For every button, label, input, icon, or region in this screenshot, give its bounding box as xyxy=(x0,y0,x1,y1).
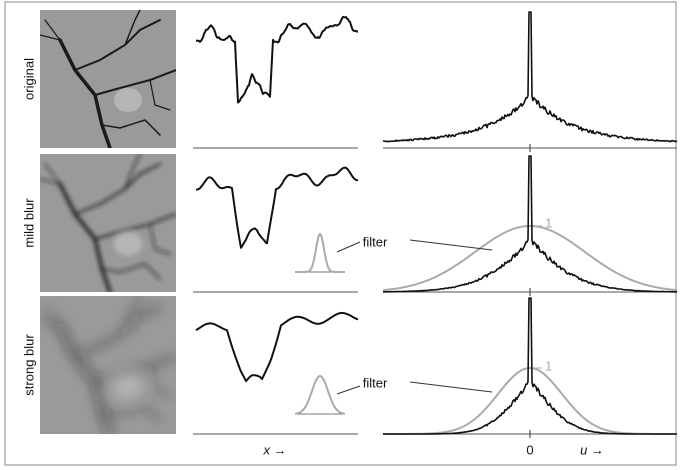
branch xyxy=(149,79,171,111)
branch xyxy=(40,19,62,41)
filter-label: filter xyxy=(363,234,388,249)
image xyxy=(40,296,176,434)
spectrum xyxy=(383,155,677,293)
row-label: original xyxy=(21,58,36,100)
inset-filter xyxy=(294,375,346,415)
blob xyxy=(114,374,142,398)
origin-label: 0 xyxy=(526,442,533,457)
image-bg xyxy=(40,296,176,434)
images xyxy=(40,10,176,434)
spectrum xyxy=(382,11,678,143)
image xyxy=(40,10,176,148)
image-bg xyxy=(40,10,176,148)
image-bg xyxy=(40,154,176,292)
peak-label: 1 xyxy=(545,358,552,373)
filter-label: filter xyxy=(363,375,388,390)
branch xyxy=(40,163,62,185)
u-label: u → xyxy=(580,442,604,457)
leader xyxy=(336,241,361,253)
signal xyxy=(195,311,359,383)
blob xyxy=(114,232,142,256)
image xyxy=(40,154,176,292)
peak-label: 1 xyxy=(545,215,552,230)
branch xyxy=(149,365,171,397)
branch xyxy=(94,213,176,240)
branch xyxy=(124,296,141,332)
branch xyxy=(101,405,161,422)
leader xyxy=(409,239,493,251)
branch xyxy=(94,69,176,96)
filter-curve xyxy=(383,367,677,435)
branch xyxy=(94,355,176,382)
signal xyxy=(195,15,359,104)
leader xyxy=(336,385,361,395)
branch xyxy=(124,10,141,46)
branch xyxy=(149,223,171,255)
spectrum xyxy=(383,297,677,435)
filter-curve xyxy=(383,225,677,292)
row-label: strong blur xyxy=(21,334,36,396)
x-label: x → xyxy=(262,442,286,457)
plots xyxy=(193,11,678,438)
inset-filter xyxy=(295,233,345,273)
frame xyxy=(4,1,677,466)
branch xyxy=(101,119,161,136)
branch xyxy=(101,263,161,280)
branch xyxy=(40,305,62,327)
branch xyxy=(124,154,141,190)
leader xyxy=(409,381,493,393)
row-label: mild blur xyxy=(21,198,36,248)
signal xyxy=(195,166,359,249)
blob xyxy=(114,88,142,112)
